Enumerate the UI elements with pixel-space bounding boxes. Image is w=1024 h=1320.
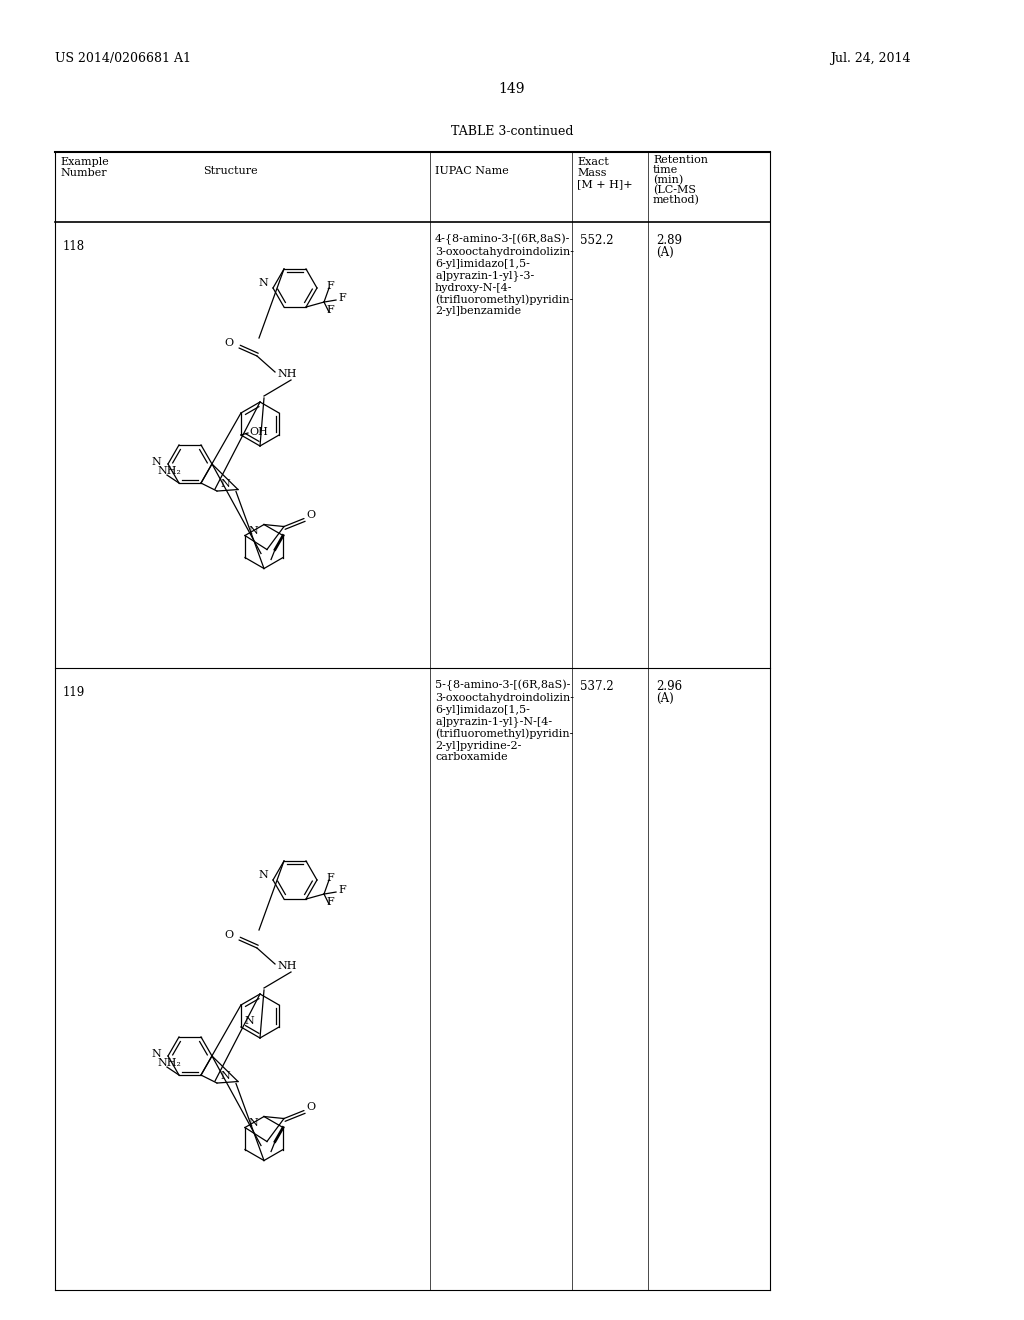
Text: 119: 119 bbox=[63, 686, 85, 700]
Text: (A): (A) bbox=[656, 692, 674, 705]
Text: NH: NH bbox=[278, 370, 297, 379]
Text: F: F bbox=[326, 873, 334, 883]
Text: Structure: Structure bbox=[203, 166, 257, 176]
Text: NH₂: NH₂ bbox=[157, 1059, 181, 1068]
Text: N: N bbox=[245, 1016, 255, 1026]
Text: method): method) bbox=[653, 195, 699, 206]
Text: O: O bbox=[224, 338, 233, 348]
Text: (min): (min) bbox=[653, 176, 683, 185]
Text: [M + H]+: [M + H]+ bbox=[577, 180, 633, 189]
Text: (LC-MS: (LC-MS bbox=[653, 185, 696, 195]
Text: US 2014/0206681 A1: US 2014/0206681 A1 bbox=[55, 51, 191, 65]
Text: F: F bbox=[338, 293, 346, 304]
Text: 4-{8-amino-3-[(6R,8aS)-
3-oxooctahydroindolizin-
6-yl]imidazo[1,5-
a]pyrazin-1-y: 4-{8-amino-3-[(6R,8aS)- 3-oxooctahydroin… bbox=[435, 234, 574, 317]
Text: F: F bbox=[338, 884, 346, 895]
Text: O: O bbox=[306, 510, 315, 520]
Text: F: F bbox=[326, 281, 334, 290]
Text: N: N bbox=[258, 870, 268, 880]
Text: N: N bbox=[258, 279, 268, 288]
Text: IUPAC Name: IUPAC Name bbox=[435, 166, 509, 176]
Text: N: N bbox=[220, 479, 229, 488]
Text: 2.96: 2.96 bbox=[656, 680, 682, 693]
Text: TABLE 3-continued: TABLE 3-continued bbox=[451, 125, 573, 139]
Text: 118: 118 bbox=[63, 240, 85, 253]
Text: N: N bbox=[152, 1049, 161, 1059]
Text: Example: Example bbox=[60, 157, 109, 168]
Text: OH: OH bbox=[249, 426, 268, 437]
Text: Exact: Exact bbox=[577, 157, 608, 168]
Text: Jul. 24, 2014: Jul. 24, 2014 bbox=[830, 51, 910, 65]
Text: 149: 149 bbox=[499, 82, 525, 96]
Text: O: O bbox=[306, 1101, 315, 1111]
Text: N: N bbox=[249, 525, 259, 536]
Text: (A): (A) bbox=[656, 246, 674, 259]
Text: time: time bbox=[653, 165, 678, 176]
Text: NH: NH bbox=[278, 961, 297, 972]
Text: N: N bbox=[152, 457, 161, 467]
Text: 2.89: 2.89 bbox=[656, 234, 682, 247]
Text: F: F bbox=[326, 305, 334, 315]
Text: Retention: Retention bbox=[653, 154, 708, 165]
Text: F: F bbox=[326, 898, 334, 907]
Text: NH₂: NH₂ bbox=[157, 466, 181, 477]
Text: 5-{8-amino-3-[(6R,8aS)-
3-oxooctahydroindolizin-
6-yl]imidazo[1,5-
a]pyrazin-1-y: 5-{8-amino-3-[(6R,8aS)- 3-oxooctahydroin… bbox=[435, 680, 574, 763]
Text: O: O bbox=[224, 931, 233, 940]
Text: N: N bbox=[220, 1071, 229, 1081]
Text: 552.2: 552.2 bbox=[580, 234, 613, 247]
Text: 537.2: 537.2 bbox=[580, 680, 613, 693]
Text: Number: Number bbox=[60, 168, 106, 178]
Text: N: N bbox=[249, 1118, 259, 1127]
Text: Mass: Mass bbox=[577, 168, 606, 178]
